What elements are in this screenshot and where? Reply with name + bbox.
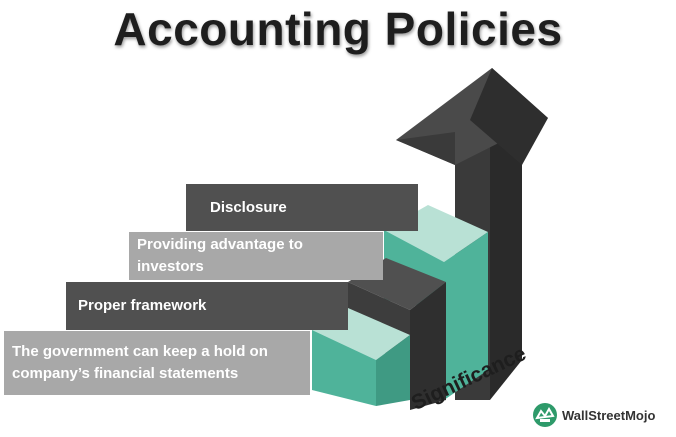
bar-2-line-1: Providing advantage to <box>137 236 303 253</box>
bar-advantage: Providing advantage to investors <box>129 232 383 280</box>
step-side-3 <box>444 232 488 400</box>
arrow-head-under <box>396 132 455 165</box>
bar-3-line-1: Proper framework <box>78 297 207 314</box>
bar-1-line-1: Disclosure <box>210 198 287 216</box>
bar-government: The government can keep a hold on compan… <box>4 331 310 395</box>
bar-4-line-2: company’s financial statements <box>12 365 239 382</box>
arrow-head-side <box>470 68 548 165</box>
bar-2-line-2: investors <box>137 258 204 275</box>
diagram-title: Accounting Policies <box>113 3 563 55</box>
bar-framework: Proper framework <box>66 282 348 330</box>
bar-4-line-1: The government can keep a hold on <box>12 343 268 360</box>
brand-logo: WallStreetMojo <box>532 402 655 428</box>
arrow-shaft-side <box>490 115 522 400</box>
step-side-2 <box>410 282 446 410</box>
step-side-1 <box>376 335 410 406</box>
brand-mark-icon <box>533 403 557 427</box>
bar-disclosure: Disclosure <box>186 184 418 231</box>
step-front-1 <box>312 330 376 406</box>
brand-text: WallStreetMojo <box>562 407 656 423</box>
